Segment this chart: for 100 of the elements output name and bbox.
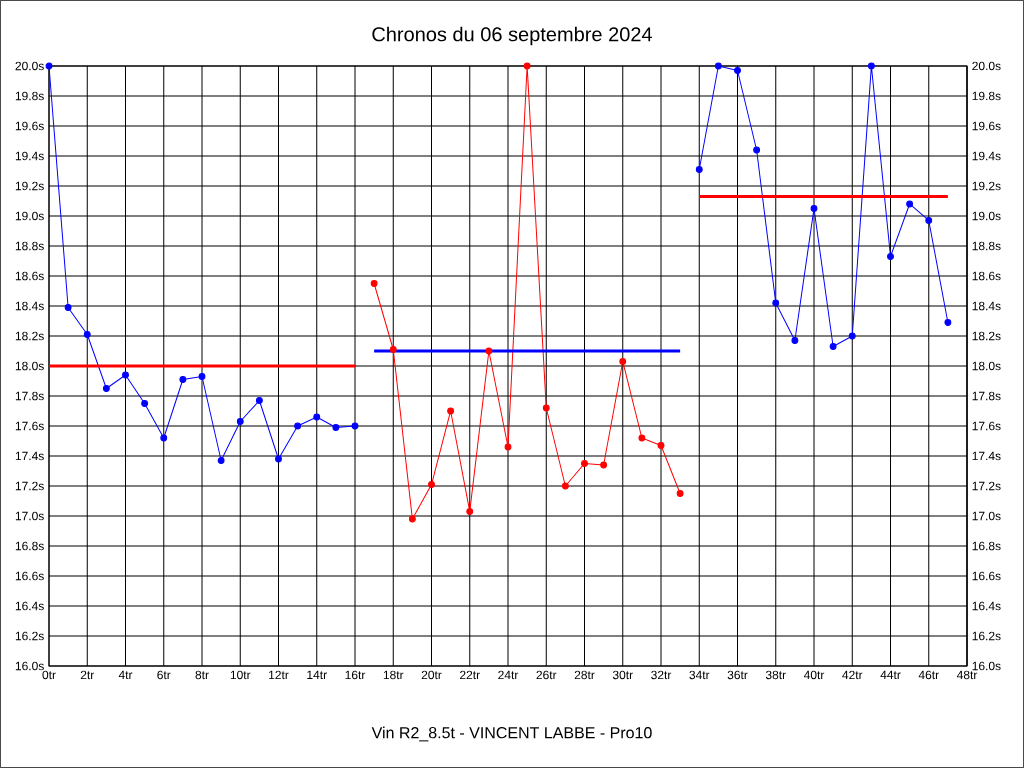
y2-tick-label: 16.8s (972, 541, 1001, 551)
point (179, 376, 187, 383)
y-tick-label: 16.0s (15, 661, 44, 671)
point (217, 457, 225, 464)
x-tick-label: 24tr (498, 670, 519, 680)
point (102, 385, 110, 392)
x-tick-label: 44tr (880, 670, 901, 680)
y2-tick-label: 20.0s (972, 61, 1001, 71)
x-tick-label: 4tr (118, 670, 133, 680)
y-tick-label: 17.4s (15, 451, 44, 461)
y2-tick-label: 16.6s (972, 571, 1001, 581)
x-axis-title: Vin R2_8.5t - VINCENT LABBE - Pro10 (371, 726, 652, 742)
x-tick-label: 10tr (230, 670, 251, 680)
point (867, 62, 875, 70)
point (504, 443, 512, 451)
y-tick-label: 17.8s (15, 391, 44, 401)
point (542, 404, 550, 412)
point (485, 347, 493, 355)
x-tick-label: 16tr (345, 670, 366, 680)
point (408, 515, 416, 523)
x-tick-label: 32tr (651, 670, 672, 680)
x-tick-label: 26tr (536, 670, 557, 680)
x-tick-label: 30tr (612, 670, 633, 680)
point (925, 217, 933, 224)
y-tick-label: 17.2s (15, 481, 44, 491)
point (370, 280, 378, 287)
point (236, 418, 244, 425)
x-tick-label: 28tr (574, 670, 595, 680)
point (657, 442, 665, 449)
point (45, 62, 53, 70)
point (64, 304, 72, 311)
y2-tick-label: 18.4s (972, 301, 1001, 311)
y-tick-label: 19.4s (15, 151, 44, 161)
y2-tick-label: 17.0s (972, 511, 1001, 521)
point (313, 413, 321, 421)
point (906, 200, 914, 208)
y2-tick-label: 19.0s (972, 211, 1001, 221)
chart-title: Chronos du 06 septembre 2024 (372, 26, 653, 46)
point (887, 253, 894, 260)
point (523, 62, 531, 70)
point (676, 490, 684, 497)
y-tick-label: 19.8s (15, 91, 44, 101)
y-tick-label: 16.6s (15, 571, 44, 581)
point (83, 331, 91, 338)
x-tick-label: 46tr (918, 670, 939, 680)
y2-tick-label: 16.2s (972, 631, 1001, 641)
x-tick-label: 2tr (80, 670, 95, 680)
y2-tick-label: 17.8s (972, 391, 1001, 401)
x-tick-label: 12tr (269, 670, 289, 680)
point (619, 358, 627, 365)
y2-tick-label: 17.2s (972, 481, 1001, 491)
y-tick-label: 17.6s (15, 421, 44, 431)
y2-tick-label: 18.2s (972, 331, 1001, 341)
y2-tick-label: 16.4s (972, 601, 1001, 611)
point (600, 461, 608, 469)
x-tick-label: 40tr (803, 670, 825, 680)
x-tick-label: 8tr (195, 670, 209, 680)
y-tick-label: 19.2s (15, 181, 44, 191)
y2-tick-label: 17.6s (972, 421, 1001, 431)
point (581, 460, 588, 467)
point (294, 422, 302, 430)
y-tick-label: 18.2s (15, 331, 44, 341)
point (638, 434, 646, 442)
y2-tick-label: 19.4s (972, 151, 1001, 161)
point (791, 337, 799, 344)
y-tick-label: 18.8s (15, 241, 44, 251)
y2-tick-label: 17.4s (972, 451, 1001, 461)
y-tick-label: 19.6s (15, 121, 44, 131)
point (734, 67, 741, 74)
x-tick-label: 38tr (765, 670, 786, 680)
x-tick-label: 34tr (689, 670, 710, 680)
point (141, 400, 149, 407)
y-tick-label: 18.0s (15, 361, 44, 371)
point (389, 346, 397, 353)
x-tick-label: 14tr (307, 670, 327, 680)
y2-tick-label: 18.8s (972, 241, 1001, 251)
y2-tick-label: 18.6s (972, 271, 1001, 281)
point (829, 343, 837, 350)
x-tick-label: 20tr (421, 670, 442, 680)
x-tick-label: 6tr (157, 670, 171, 680)
point (198, 373, 206, 380)
y-tick-label: 18.6s (15, 271, 44, 281)
y-tick-label: 16.4s (15, 601, 44, 611)
point (944, 319, 952, 326)
point (695, 166, 703, 173)
x-tick-label: 48tr (956, 670, 978, 680)
y2-tick-label: 16.0s (972, 661, 1001, 671)
x-tick-label: 36tr (727, 670, 748, 680)
y-tick-label: 18.4s (15, 301, 44, 311)
point (447, 407, 455, 415)
x-tick-label: 0tr (42, 670, 56, 680)
point (275, 455, 282, 463)
point (466, 508, 474, 515)
y-tick-label: 16.2s (15, 631, 44, 641)
y-tick-label: 16.8s (15, 541, 44, 551)
point (848, 332, 856, 340)
point (351, 422, 359, 430)
point (255, 397, 263, 404)
y-tick-label: 19.0s (15, 211, 44, 221)
point (714, 62, 722, 70)
